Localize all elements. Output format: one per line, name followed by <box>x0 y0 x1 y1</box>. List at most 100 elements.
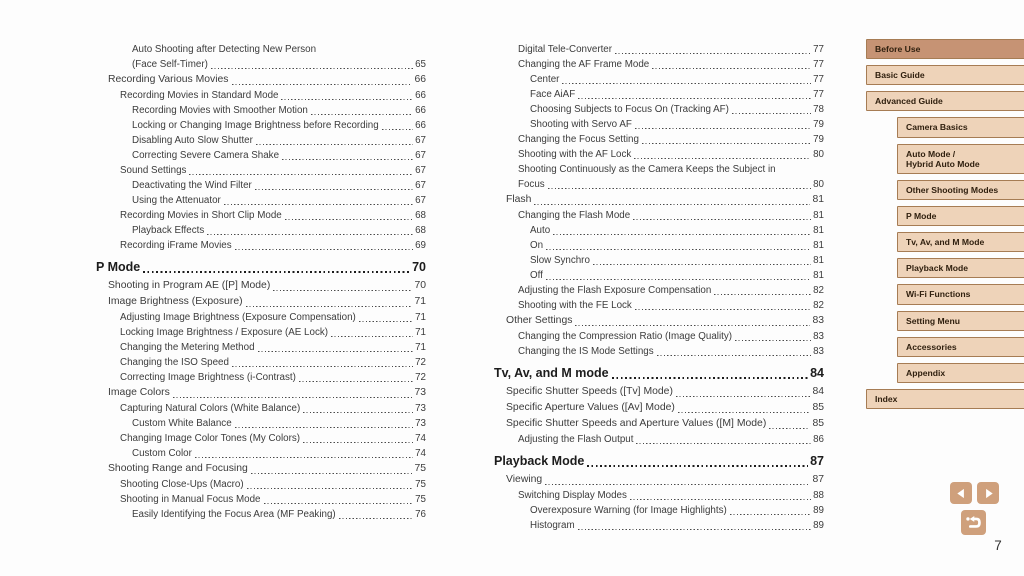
toc-entry[interactable]: Center 77 <box>494 72 824 87</box>
toc-entry[interactable]: Overexposure Warning (for Image Highligh… <box>494 503 824 518</box>
toc-entry[interactable]: Shooting in Manual Focus Mode 75 <box>96 492 426 507</box>
toc-entry[interactable]: Viewing 87 <box>494 472 824 488</box>
toc-entry[interactable]: Easily Identifying the Focus Area (MF Pe… <box>96 507 426 522</box>
toc-entry[interactable]: Changing the IS Mode Settings 83 <box>494 344 824 359</box>
sidebar-item-tv-av-and-m-mode[interactable]: Tv, Av, and M Mode <box>897 232 1024 253</box>
return-button[interactable] <box>961 510 986 535</box>
toc-heading[interactable]: Tv, Av, and M mode 84 <box>494 365 824 382</box>
toc-entry[interactable]: Other Settings 83 <box>494 313 824 329</box>
toc-entry[interactable]: Adjusting the Flash Output 86 <box>494 432 824 447</box>
toc-entry[interactable]: Locking Image Brightness / Exposure (AE … <box>96 325 426 340</box>
toc-leader-dots <box>255 143 414 145</box>
toc-entry[interactable]: Focus 80 <box>494 177 824 192</box>
toc-entry[interactable]: Recording Movies in Short Clip Mode 68 <box>96 208 426 223</box>
toc-entry[interactable]: Correcting Image Brightness (i-Contrast)… <box>96 370 426 385</box>
toc-entry[interactable]: Image Brightness (Exposure) 71 <box>96 294 426 310</box>
toc-entry[interactable]: Correcting Severe Camera Shake 67 <box>96 148 426 163</box>
toc-entry[interactable]: Recording iFrame Movies 69 <box>96 238 426 253</box>
toc-entry[interactable]: Off 81 <box>494 268 824 283</box>
sidebar-item-p-mode[interactable]: P Mode <box>897 205 1024 227</box>
toc-entry[interactable]: Recording Various Movies 66 <box>96 72 426 88</box>
toc-entry-title: Tv, Av, and M mode <box>494 366 609 380</box>
toc-entry[interactable]: Changing the ISO Speed 72 <box>96 355 426 370</box>
toc-entry[interactable]: Auto 81 <box>494 223 824 238</box>
toc-entry[interactable]: Face AiAF 77 <box>494 87 824 102</box>
toc-entry[interactable]: Using the Attenuator 67 <box>96 193 426 208</box>
toc-entry-page: 89 <box>813 505 824 516</box>
toc-entry[interactable]: Recording Movies in Standard Mode 66 <box>96 88 426 103</box>
sidebar-item-playback-mode[interactable]: Playback Mode <box>897 258 1024 279</box>
toc-entry[interactable]: Shooting in Program AE ([P] Mode) 70 <box>96 278 426 294</box>
toc-entry[interactable]: Specific Shutter Speeds and Aperture Val… <box>494 416 824 432</box>
sidebar-item-index[interactable]: Index <box>866 388 1024 410</box>
toc-entry[interactable]: Digital Tele-Converter 77 <box>494 42 824 57</box>
sidebar-item-basic-guide[interactable]: Basic Guide <box>866 65 1024 86</box>
toc-entry[interactable]: Specific Shutter Speeds ([Tv] Mode) 84 <box>494 384 824 400</box>
toc-entry[interactable]: Changing the Flash Mode 81 <box>494 208 824 223</box>
toc-entry[interactable]: Deactivating the Wind Filter 67 <box>96 178 426 193</box>
toc-entry-title: Custom Color <box>132 448 192 459</box>
toc-entry-title: Adjusting the Flash Output <box>518 434 634 445</box>
sidebar-item-wi-fi-functions[interactable]: Wi-Fi Functions <box>897 284 1024 305</box>
sidebar-item-setting-menu[interactable]: Setting Menu <box>897 310 1024 331</box>
toc-heading[interactable]: P Mode 70 <box>96 259 426 276</box>
toc-entry[interactable]: Changing the AF Frame Mode 77 <box>494 57 824 72</box>
toc-entry[interactable]: Capturing Natural Colors (White Balance)… <box>96 401 426 416</box>
toc-entry-title: Shooting Range and Focusing <box>108 463 248 474</box>
toc-entry[interactable]: Custom White Balance 73 <box>96 416 426 431</box>
toc-entry[interactable]: Custom Color 74 <box>96 446 426 461</box>
toc-entry[interactable]: Changing Image Color Tones (My Colors) 74 <box>96 431 426 446</box>
sidebar-item-appendix[interactable]: Appendix <box>897 362 1024 383</box>
toc-entry[interactable]: Locking or Changing Image Brightness bef… <box>96 118 426 133</box>
toc-entry[interactable]: Shooting Continuously as the Camera Keep… <box>494 162 824 177</box>
toc-entry-title: Recording Movies in Short Clip Mode <box>120 210 282 221</box>
toc-entry[interactable]: Changing the Metering Method 71 <box>96 340 426 355</box>
toc-entry[interactable]: Adjusting Image Brightness (Exposure Com… <box>96 310 426 325</box>
next-page-button[interactable] <box>977 482 999 504</box>
toc-entry[interactable]: Switching Display Modes 88 <box>494 488 824 503</box>
toc-entry[interactable]: Histogram 89 <box>494 518 824 533</box>
toc-entry[interactable]: On 81 <box>494 238 824 253</box>
toc-entry[interactable]: (Face Self-Timer) 65 <box>96 57 426 72</box>
toc-entry-title: Custom White Balance <box>132 418 232 429</box>
toc-entry[interactable]: Changing the Focus Setting 79 <box>494 132 824 147</box>
toc-leader-dots <box>331 335 414 337</box>
sidebar-item-before-use[interactable]: Before Use <box>866 39 1024 60</box>
toc-entry-title: Auto Shooting after Detecting New Person <box>132 44 317 55</box>
toc-entry[interactable]: Specific Aperture Values ([Av] Mode) 85 <box>494 400 824 416</box>
toc-entry[interactable]: Sound Settings 67 <box>96 163 426 178</box>
toc-entry[interactable]: Shooting with the AF Lock 80 <box>494 147 824 162</box>
sidebar-item-advanced-guide[interactable]: Advanced Guide <box>866 91 1024 112</box>
toc-entry[interactable]: Slow Synchro 81 <box>494 253 824 268</box>
toc-entry-title: Specific Shutter Speeds ([Tv] Mode) <box>506 386 673 397</box>
toc-leader-dots <box>338 517 414 519</box>
toc-entry[interactable]: Auto Shooting after Detecting New Person <box>96 42 426 57</box>
toc-entry[interactable]: Shooting Close-Ups (Macro) 75 <box>96 477 426 492</box>
toc-entry-title: Capturing Natural Colors (White Balance) <box>120 403 301 414</box>
toc-entry-page: 66 <box>414 74 426 85</box>
toc-entry[interactable]: Adjusting the Flash Exposure Compensatio… <box>494 283 824 298</box>
toc-entry-page: 72 <box>415 357 426 368</box>
toc-heading[interactable]: Playback Mode 87 <box>494 453 824 470</box>
toc-entry[interactable]: Flash 81 <box>494 192 824 208</box>
sidebar-item-auto-mode-hybrid-auto-mode[interactable]: Auto Mode / Hybrid Auto Mode <box>897 143 1024 174</box>
sidebar-item-other-shooting-modes[interactable]: Other Shooting Modes <box>897 179 1024 200</box>
toc-entry[interactable]: Changing the Compression Ratio (Image Qu… <box>494 329 824 344</box>
toc-entry[interactable]: Disabling Auto Slow Shutter 67 <box>96 133 426 148</box>
toc-entry[interactable]: Playback Effects 68 <box>96 223 426 238</box>
sidebar-item-camera-basics[interactable]: Camera Basics <box>897 117 1024 138</box>
toc-entry-title: Specific Aperture Values ([Av] Mode) <box>506 402 675 413</box>
toc-entry[interactable]: Choosing Subjects to Focus On (Tracking … <box>494 102 824 117</box>
toc-leader-dots <box>246 487 414 489</box>
toc-entry[interactable]: Image Colors 73 <box>96 385 426 401</box>
toc-entry-title: Center <box>530 74 560 85</box>
toc-entry[interactable]: Shooting Range and Focusing 75 <box>96 461 426 477</box>
toc-entry[interactable]: Shooting with Servo AF 79 <box>494 117 824 132</box>
toc-entry[interactable]: Recording Movies with Smoother Motion 66 <box>96 103 426 118</box>
toc-entry-title: Adjusting Image Brightness (Exposure Com… <box>120 312 356 323</box>
prev-page-button[interactable] <box>950 482 972 504</box>
toc-entry-page: 82 <box>813 300 824 311</box>
toc-entry[interactable]: Shooting with the FE Lock 82 <box>494 298 824 313</box>
toc-entry-page: 76 <box>415 509 426 520</box>
sidebar-item-accessories[interactable]: Accessories <box>897 336 1024 357</box>
